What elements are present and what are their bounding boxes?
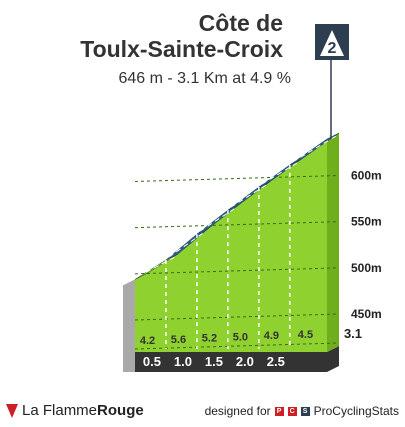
brand-part2: Rouge [97, 402, 144, 419]
category-label: 2 [328, 40, 337, 57]
x-tick-label: 1.5 [205, 354, 223, 369]
x-tick-label: 0.5 [143, 354, 161, 369]
y-tick-label: 550m [351, 215, 382, 229]
y-tick-label: 600m [351, 168, 382, 182]
road-centre-line [261, 161, 300, 185]
profile-layer: 450m 500m 550m 600m 4.2 5.6 5.2 5.0 4.9 4.5 0.5 1.0… [123, 24, 382, 372]
climb-title-line1: Côte de [198, 10, 283, 36]
road-centre-line [199, 206, 238, 232]
designed-for-label: designed for [204, 404, 271, 418]
gradient-label: 4.9 [264, 330, 279, 342]
x-tick-label: 1.0 [174, 354, 192, 369]
gradient-label: 4.5 [298, 329, 313, 341]
pcs-logo-p: P [274, 406, 284, 416]
profile-side-face [123, 279, 135, 372]
gridline [134, 313, 340, 321]
x-tick-label: 2.0 [236, 354, 254, 369]
terrain-face [135, 139, 327, 352]
gradient-label: 4.2 [140, 335, 155, 347]
gridline [134, 267, 340, 275]
road-centre-line [168, 230, 207, 258]
flag-icon [6, 404, 18, 419]
terrain-right-face [327, 133, 339, 352]
road-centre-line [137, 256, 176, 277]
y-tick-label: 500m [351, 261, 382, 275]
gridline [134, 221, 340, 229]
pcs-logo-c: C [287, 406, 297, 416]
pcs-logo-s: S [300, 406, 310, 416]
x-tick-label: 3.1 [344, 326, 362, 341]
gridline-base [134, 342, 340, 350]
brand-part1: La Flamme [22, 402, 98, 419]
road-segment [289, 132, 340, 166]
gridline [134, 174, 340, 182]
y-tick-label: 450m [351, 307, 382, 321]
pcs-name: ProCyclingStats [313, 404, 399, 418]
distance-base [135, 346, 339, 372]
la-flamme-rouge-logo: La FlammeRouge [6, 402, 144, 419]
gradient-label: 5.0 [233, 331, 248, 343]
credits: designed for P C S ProCyclingStats [205, 404, 399, 418]
x-tick-label: 2.5 [267, 354, 285, 369]
mountain-icon [320, 30, 344, 56]
climb-title-line2: Toulx-Sainte-Croix [80, 36, 283, 62]
climb-subtitle: 646 m - 3.1 Km at 4.9 % [118, 70, 291, 87]
gradient-label: 5.2 [202, 333, 217, 345]
gradient-label: 5.6 [171, 334, 186, 346]
road-centre-line [230, 183, 269, 208]
